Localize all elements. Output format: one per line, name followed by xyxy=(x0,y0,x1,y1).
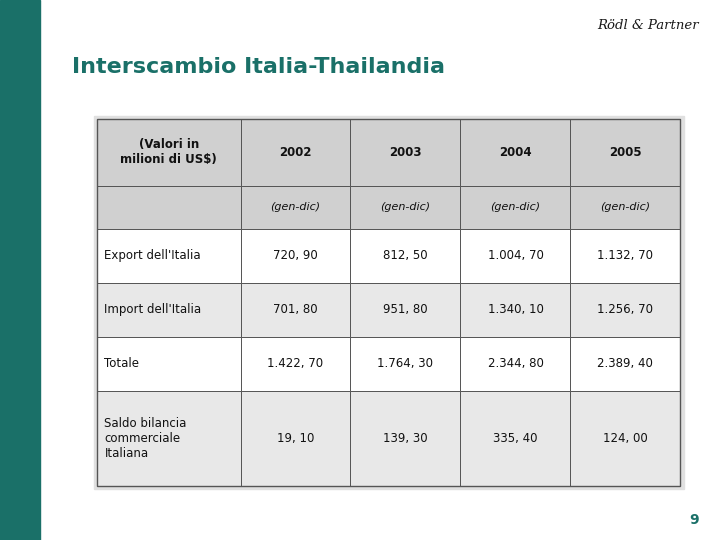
Text: Saldo bilancia
commerciale
Italiana: Saldo bilancia commerciale Italiana xyxy=(104,417,186,460)
Text: Rödl & Partner: Rödl & Partner xyxy=(597,19,698,32)
Bar xyxy=(97,119,680,486)
Text: (gen-dic): (gen-dic) xyxy=(271,202,320,212)
Text: 9: 9 xyxy=(689,512,698,526)
Bar xyxy=(0,0,40,540)
Bar xyxy=(97,229,240,283)
Text: 124, 00: 124, 00 xyxy=(603,432,648,445)
Text: Totale: Totale xyxy=(104,357,140,370)
Bar xyxy=(240,391,351,486)
Text: 2003: 2003 xyxy=(390,146,422,159)
Bar xyxy=(351,229,461,283)
Text: 1.422, 70: 1.422, 70 xyxy=(267,357,323,370)
Text: 812, 50: 812, 50 xyxy=(383,249,428,262)
Text: 951, 80: 951, 80 xyxy=(383,303,428,316)
Bar xyxy=(97,337,240,391)
Bar xyxy=(570,283,680,337)
Text: 2005: 2005 xyxy=(609,146,642,159)
Bar xyxy=(461,119,570,186)
Text: 701, 80: 701, 80 xyxy=(273,303,318,316)
Bar xyxy=(240,119,351,186)
Bar xyxy=(97,283,240,337)
Text: Export dell'Italia: Export dell'Italia xyxy=(104,249,201,262)
Text: 2002: 2002 xyxy=(279,146,312,159)
Bar xyxy=(570,186,680,229)
Bar xyxy=(240,283,351,337)
Bar xyxy=(351,283,461,337)
Text: 335, 40: 335, 40 xyxy=(493,432,538,445)
Bar xyxy=(351,337,461,391)
Text: 19, 10: 19, 10 xyxy=(276,432,314,445)
Text: 1.256, 70: 1.256, 70 xyxy=(598,303,654,316)
Text: (gen-dic): (gen-dic) xyxy=(600,202,650,212)
Bar xyxy=(570,391,680,486)
Text: 2.389, 40: 2.389, 40 xyxy=(598,357,653,370)
Bar xyxy=(461,186,570,229)
Bar xyxy=(351,391,461,486)
Bar xyxy=(240,186,351,229)
Bar xyxy=(570,337,680,391)
Text: 1.132, 70: 1.132, 70 xyxy=(598,249,654,262)
Bar xyxy=(94,116,684,489)
Text: Import dell'Italia: Import dell'Italia xyxy=(104,303,202,316)
Bar xyxy=(97,391,240,486)
Text: 1.764, 30: 1.764, 30 xyxy=(377,357,433,370)
Bar xyxy=(97,119,240,186)
Bar xyxy=(461,391,570,486)
Bar xyxy=(351,186,461,229)
Text: (gen-dic): (gen-dic) xyxy=(490,202,541,212)
Bar xyxy=(461,337,570,391)
Text: (gen-dic): (gen-dic) xyxy=(380,202,431,212)
Bar xyxy=(351,119,461,186)
Text: 2.344, 80: 2.344, 80 xyxy=(487,357,544,370)
Text: 720, 90: 720, 90 xyxy=(273,249,318,262)
Bar xyxy=(461,229,570,283)
Bar xyxy=(240,229,351,283)
Text: 1.340, 10: 1.340, 10 xyxy=(487,303,544,316)
Bar xyxy=(461,283,570,337)
Text: 1.004, 70: 1.004, 70 xyxy=(487,249,544,262)
Bar xyxy=(97,186,240,229)
Text: Interscambio Italia-Thailandia: Interscambio Italia-Thailandia xyxy=(72,57,445,77)
Text: (Valori in
milioni di US$): (Valori in milioni di US$) xyxy=(120,138,217,166)
Text: 2004: 2004 xyxy=(499,146,532,159)
Bar xyxy=(570,119,680,186)
Bar xyxy=(570,229,680,283)
Text: 139, 30: 139, 30 xyxy=(383,432,428,445)
Bar xyxy=(240,337,351,391)
